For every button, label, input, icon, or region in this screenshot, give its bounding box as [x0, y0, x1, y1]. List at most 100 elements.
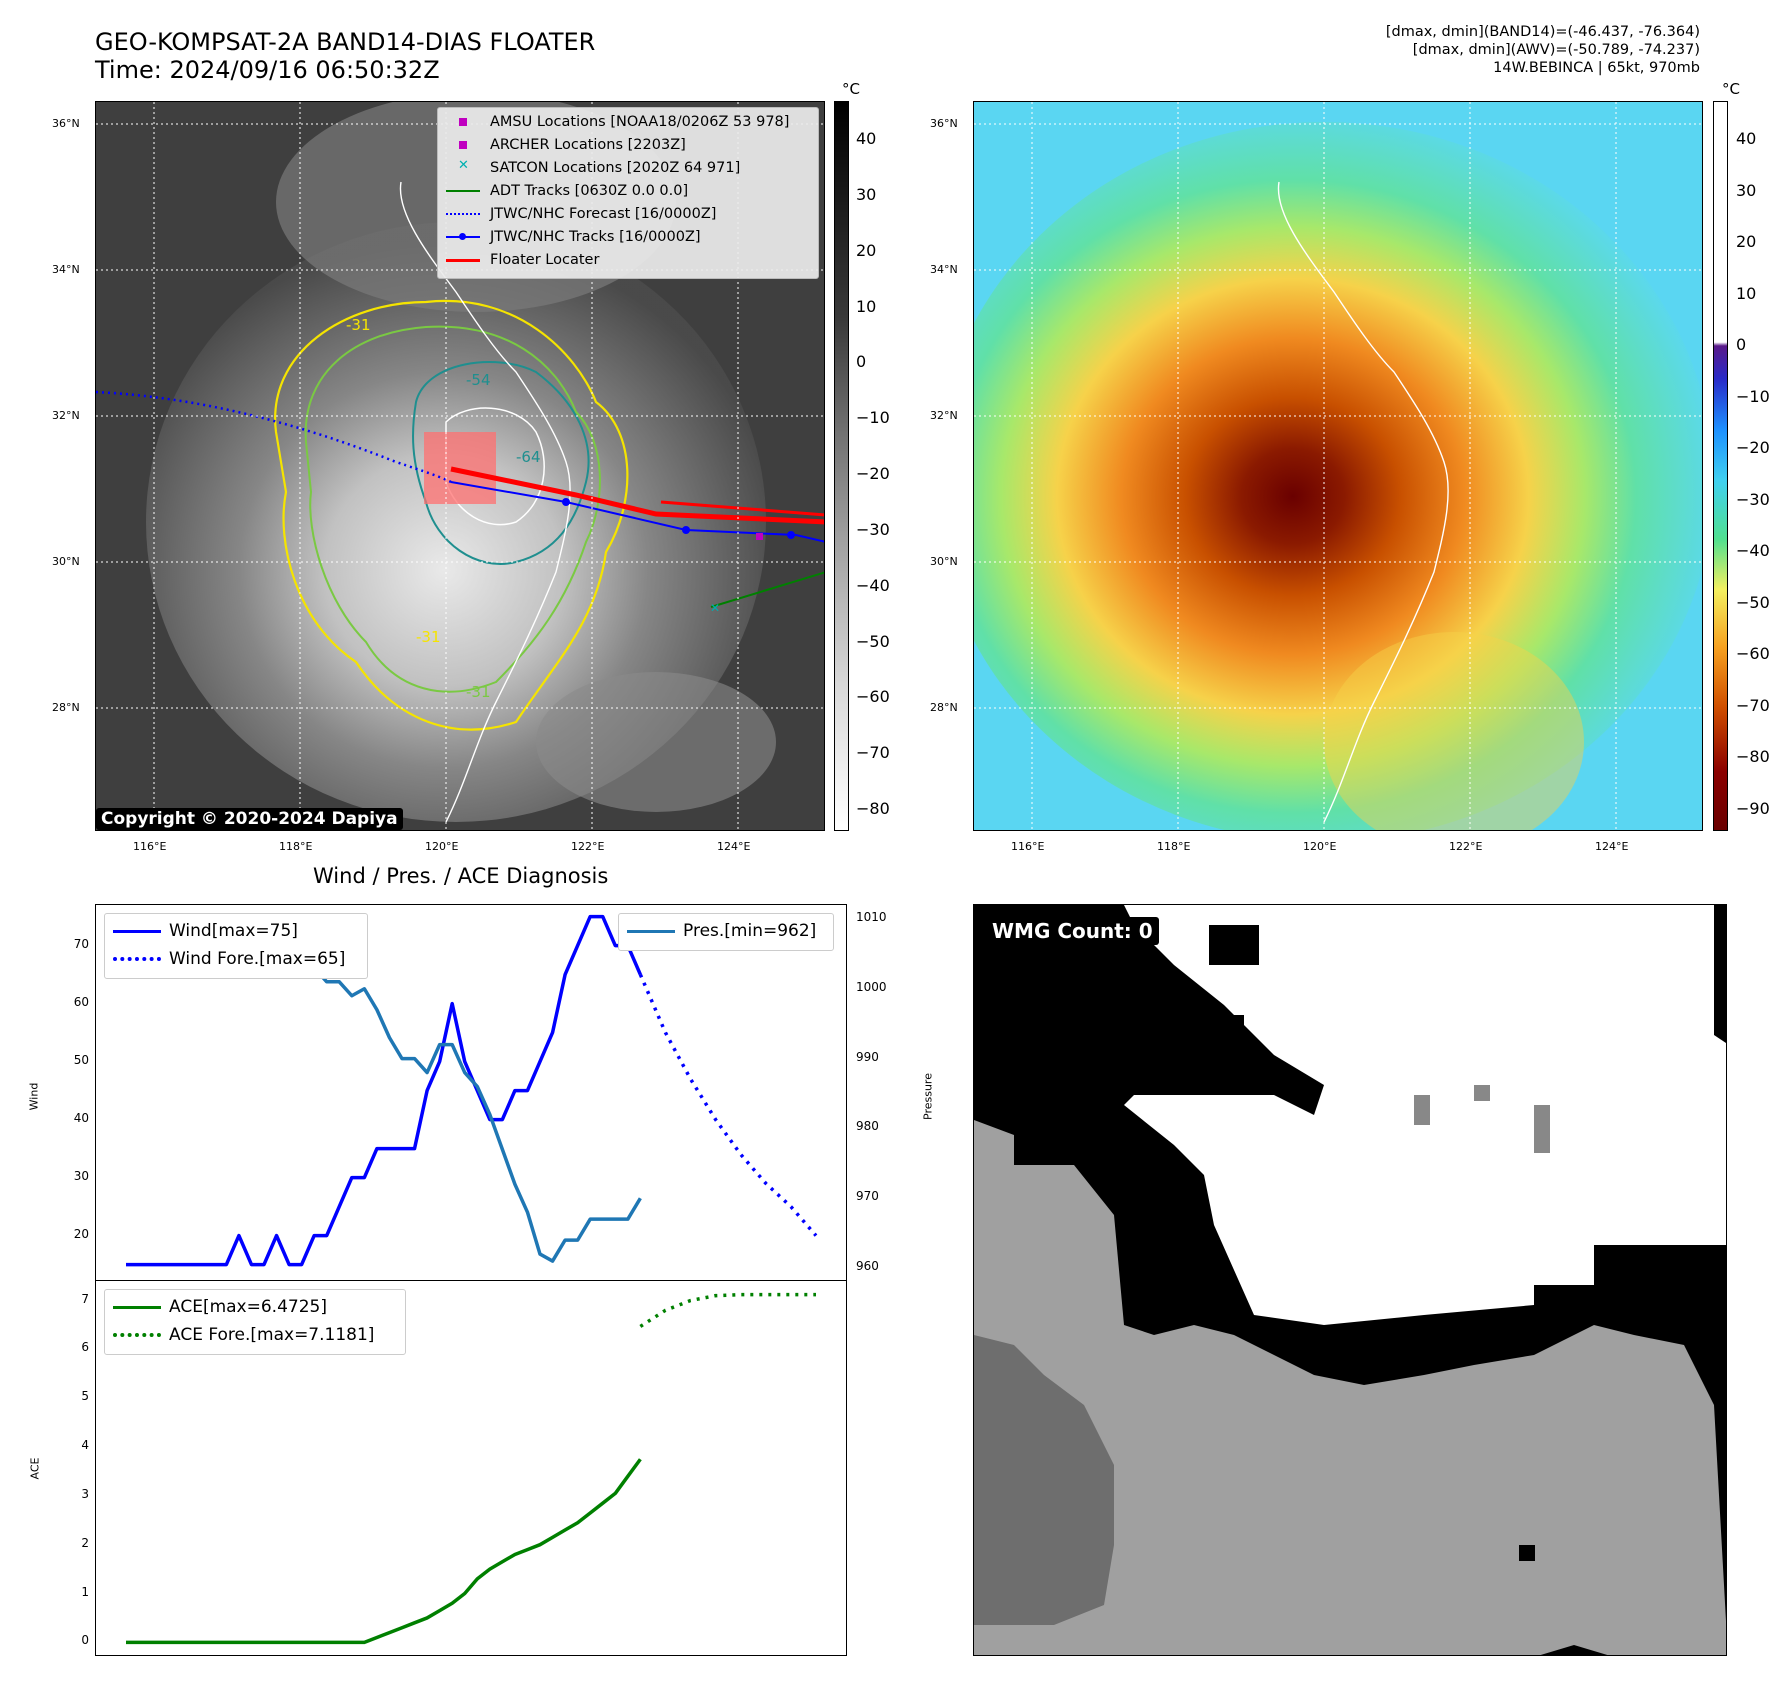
wind-legend-item: Wind[max=75]: [113, 919, 298, 943]
colorbar2: [1713, 101, 1728, 831]
awv-map-panel: [973, 101, 1703, 831]
line-dot-icon: [446, 230, 480, 244]
colorbar2-tick: 40: [1736, 129, 1757, 148]
copyright-badge: Copyright © 2020-2024 Dapiya: [96, 808, 403, 830]
colorbar2-tick: −10: [1736, 386, 1770, 406]
pressure-tick: 1000: [856, 979, 887, 994]
wmg-panel: WMG Count: 0: [973, 904, 1727, 1656]
ace-legend: ACE[max=6.4725] ACE Fore.[max=7.1181]: [104, 1289, 406, 1355]
southern-cloud: [536, 672, 776, 812]
lat-label: 32°N: [930, 409, 958, 422]
colorbar1-tick: 40: [856, 129, 877, 148]
amsu-marker: [756, 533, 763, 540]
wmg-black-patch: [1214, 1015, 1244, 1045]
lat-label: 28°N: [52, 701, 80, 714]
ace-tick: 5: [81, 1389, 89, 1404]
colorbar1: [834, 101, 849, 831]
colorbar1-tick: 0: [856, 352, 867, 372]
info-line-2: [dmax, dmin](AWV)=(-50.789, -74.237): [1412, 42, 1700, 58]
line-icon: [446, 184, 480, 198]
colorbar2-tick: 30: [1736, 180, 1757, 200]
contour-label-4: -31: [416, 628, 441, 646]
contour-white: [445, 407, 545, 526]
wmg-black-patch: [1519, 1545, 1535, 1561]
colorbar1-tick: −30: [856, 519, 890, 539]
contour-label-1: -31: [346, 316, 371, 334]
line-icon: [113, 1300, 161, 1314]
map-gridlines: [974, 102, 1702, 830]
ace-tick: 6: [81, 1340, 89, 1355]
ace-tick: 2: [81, 1535, 89, 1550]
ace-fore-legend-item: ACE Fore.[max=7.1181]: [113, 1323, 374, 1347]
wind-tick: 50: [73, 1052, 89, 1067]
contour-label-2: -54: [466, 371, 491, 389]
satcon-marker: ✕: [710, 601, 720, 615]
contour-label-5: -31: [466, 683, 491, 701]
colorbar2-tick: −60: [1736, 644, 1770, 664]
wmg-gray-region: [974, 1120, 1726, 1655]
legend-label: SATCON Locations [2020Z 64 971]: [490, 160, 741, 176]
line-icon: [446, 253, 480, 267]
legend-item-adt: ADT Tracks [0630Z 0.0 0.0]: [446, 181, 688, 201]
dotted-line-icon: [113, 952, 161, 966]
lat-label: 34°N: [930, 263, 958, 276]
legend-label: ACE[max=6.4725]: [169, 1297, 327, 1317]
legend-label: Wind Fore.[max=65]: [169, 949, 346, 969]
legend-label: ACE Fore.[max=7.1181]: [169, 1325, 375, 1345]
colorbar1-tick: −70: [856, 743, 890, 763]
lon-label: 122°E: [1449, 840, 1483, 853]
jtwc-track-point: [682, 526, 690, 534]
lat-label: 36°N: [52, 117, 80, 130]
colorbar2-tick: −20: [1736, 438, 1770, 458]
wmg-map: [974, 905, 1726, 1655]
colorbar2-tick: −50: [1736, 592, 1770, 612]
x-marker-icon: ✕: [458, 158, 469, 173]
diagnosis-title: Wind / Pres. / ACE Diagnosis: [313, 864, 609, 888]
colorbar1-tick: −60: [856, 687, 890, 707]
colorbar1-unit: °C: [842, 80, 860, 98]
ace-series-line-1: [639, 1292, 816, 1328]
ace-series-line-0: [126, 1458, 642, 1645]
lat-label: 30°N: [930, 555, 958, 568]
adt-track: [710, 571, 824, 608]
legend-item-floater: Floater Locater: [446, 250, 599, 270]
wind-fore-legend-item: Wind Fore.[max=65]: [113, 947, 345, 971]
wind-tick: 30: [73, 1168, 89, 1183]
legend-label: Floater Locater: [490, 252, 600, 268]
ace-tick: 3: [81, 1486, 89, 1501]
dotted-line-icon: [446, 207, 480, 221]
colorbar1-tick: −80: [856, 799, 890, 818]
line-icon: [627, 924, 675, 938]
awv-map: [974, 102, 1702, 830]
legend-label: AMSU Locations [NOAA18/0206Z 53 978]: [490, 114, 790, 130]
wind-axis-label: Wind: [27, 1082, 41, 1111]
lon-label: 120°E: [425, 840, 459, 853]
colorbar2-tick: 0: [1736, 335, 1747, 355]
colorbar1-tick: −20: [856, 464, 890, 483]
pressure-tick: 1010: [856, 909, 887, 924]
cloud-shield: [146, 222, 766, 822]
legend-label: JTWC/NHC Tracks [16/0000Z]: [490, 229, 701, 245]
wind-tick: 20: [73, 1226, 89, 1241]
ace-axis-label: ACE: [28, 1457, 42, 1480]
contour-label-3: -64: [516, 448, 541, 466]
colorbar2-tick: −40: [1736, 541, 1770, 561]
colorbar1-tick: −10: [856, 408, 890, 428]
pressure-tick: 970: [856, 1189, 879, 1204]
legend-label: Wind[max=75]: [169, 921, 298, 941]
colorbar2-tick: 20: [1736, 232, 1757, 252]
floater-box: [424, 432, 496, 504]
coastline: [1277, 181, 1449, 823]
lon-label: 118°E: [1157, 840, 1191, 853]
dotted-line-icon: [113, 1328, 161, 1342]
square-icon: [446, 115, 480, 129]
figure-title: GEO-KOMPSAT-2A BAND14-DIAS FLOATER: [95, 28, 596, 56]
ace-tick: 4: [81, 1438, 89, 1453]
wmg-gray-patch: [1534, 1105, 1550, 1153]
colorbar2-tick: −30: [1736, 489, 1770, 509]
pres-legend-item: Pres.[min=962]: [627, 919, 816, 943]
ace-panel: ACE[max=6.4725] ACE Fore.[max=7.1181]: [95, 1280, 847, 1656]
ace-chart: [126, 1292, 816, 1645]
lat-label: 36°N: [930, 117, 958, 130]
ace-tick: 1: [81, 1584, 89, 1599]
